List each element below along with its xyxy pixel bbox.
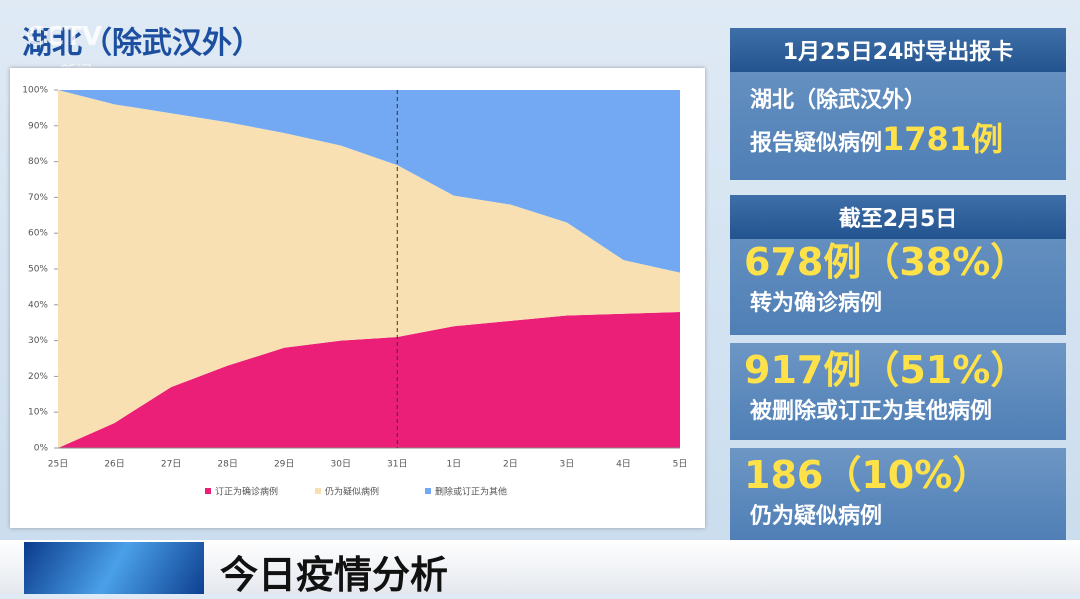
panel-highlight: 1781例 <box>882 120 1004 158</box>
y-tick-label: 70% <box>28 193 48 203</box>
panel-text: 仍为疑似病例 <box>750 504 883 529</box>
legend-swatch <box>425 488 431 494</box>
panel-text: 报告疑似病例 <box>750 131 883 156</box>
x-tick-label: 1日 <box>446 459 461 470</box>
legend-label: 仍为疑似病例 <box>325 486 379 498</box>
x-tick-label: 27日 <box>161 459 181 470</box>
legend-swatch <box>205 488 211 494</box>
panel: 1月25日24时导出报卡 湖北（除武汉外） 报告疑似病例 1781例 <box>730 28 1066 180</box>
y-tick-label: 0% <box>34 444 49 454</box>
y-tick-label: 30% <box>28 336 48 346</box>
panel-row: 报告疑似病例 1781例 <box>730 114 1066 160</box>
x-tick-label: 30日 <box>331 459 351 470</box>
chart: 0% 10% 20% 30% 40% 50% 60% 70% 80% 90% 100% 25日 26日 2… <box>22 86 688 498</box>
banner-image <box>24 542 204 594</box>
legend-label: 删除或订正为其他 <box>435 486 507 498</box>
x-tick-label: 31日 <box>387 459 407 470</box>
y-tick-label: 10% <box>28 408 48 418</box>
y-tick-label: 50% <box>28 265 48 275</box>
panel-text: 转为确诊病例 <box>750 291 883 316</box>
legend-label: 订正为确诊病例 <box>215 486 278 498</box>
y-tick-label: 90% <box>28 121 48 131</box>
area <box>58 90 680 273</box>
panel-highlight: 917例（51%） <box>744 348 1029 392</box>
panel-header: 1月25日24时导出报卡 <box>730 28 1066 72</box>
x-tick-label: 2日 <box>503 459 518 470</box>
x-tick-label: 5日 <box>673 459 688 470</box>
banner-title: 今日疫情分析 <box>220 553 449 597</box>
panel: 186（10%） 仍为疑似病例 <box>730 448 1066 540</box>
chart-panel: 0% 10% 20% 30% 40% 50% 60% 70% 80% 90% 100% 25日 26日 2… <box>10 68 705 528</box>
panel-line: 湖北（除武汉外） <box>750 88 927 113</box>
y-tick-label: 100% <box>22 86 48 96</box>
area <box>58 90 680 448</box>
area <box>58 311 680 448</box>
legend-swatch <box>315 488 321 494</box>
panel-text: 被删除或订正为其他病例 <box>750 399 993 424</box>
y-tick-label: 40% <box>28 300 48 310</box>
y-tick-label: 80% <box>28 157 48 167</box>
panel-highlight: 678例（38%） <box>744 240 1029 284</box>
x-tick-label: 26日 <box>104 459 124 470</box>
panel: 917例（51%） 被删除或订正为其他病例 <box>730 343 1066 440</box>
chart-title: 湖北（除武汉外） <box>22 26 262 61</box>
y-tick-label: 20% <box>28 372 48 382</box>
x-tick-label: 25日 <box>48 459 68 470</box>
panel-header: 截至2月5日 <box>730 195 1066 239</box>
panel: 截至2月5日 678例（38%） 转为确诊病例 <box>730 195 1066 335</box>
panel-highlight: 186（10%） <box>744 453 991 497</box>
x-tick-label: 28日 <box>217 459 237 470</box>
x-tick-label: 29日 <box>274 459 294 470</box>
x-tick-label: 4日 <box>616 459 631 470</box>
logo: CCTV <box>26 22 103 52</box>
y-tick-label: 60% <box>28 229 48 239</box>
x-tick-label: 3日 <box>560 459 575 470</box>
